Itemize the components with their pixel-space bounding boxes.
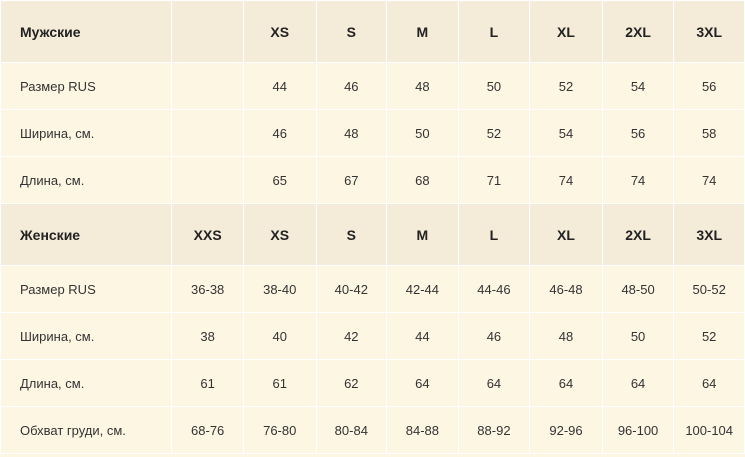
row-label: Обхват груди, см. (0, 406, 173, 454)
women-title: Женские (0, 203, 173, 266)
table-cell (171, 109, 244, 157)
table-cell: 58 (673, 109, 745, 157)
table-row: Длина, см. 61 61 62 64 64 64 64 64 (0, 359, 745, 407)
table-cell (171, 62, 244, 110)
row-label: Длина, см. (0, 359, 173, 407)
size-header: XL (529, 203, 603, 266)
table-cell: 61 (171, 359, 244, 407)
table-cell: 65 (242, 156, 317, 204)
table-cell: 64 (386, 359, 459, 407)
table-cell: 88-92 (457, 406, 531, 454)
size-header: XL (529, 0, 603, 63)
table-cell: 68 (386, 156, 459, 204)
table-cell: 80-84 (315, 406, 388, 454)
table-cell: 46 (315, 62, 388, 110)
table-cell: 40-42 (315, 265, 388, 313)
table-cell: 76-80 (242, 406, 317, 454)
table-cell: 52 (673, 312, 745, 360)
table-cell: 54 (601, 62, 675, 110)
table-row: Длина, см. 65 67 68 71 74 74 74 (0, 156, 745, 204)
table-cell: 40 (242, 312, 317, 360)
table-cell: 52 (457, 109, 531, 157)
table-row: Ширина, см. 46 48 50 52 54 56 58 (0, 109, 745, 157)
table-cell: 44 (242, 62, 317, 110)
table-cell: 61 (242, 359, 317, 407)
table-cell: 56 (673, 62, 745, 110)
row-label: Размер RUS (0, 265, 173, 313)
table-cell: 64 (529, 359, 603, 407)
size-header: L (457, 0, 531, 63)
table-cell: 67 (315, 156, 388, 204)
size-header: XS (242, 203, 317, 266)
size-header: 3XL (673, 203, 745, 266)
table-cell: 48 (315, 109, 388, 157)
table-cell: 44-46 (457, 265, 531, 313)
table-row: Размер RUS 36-38 38-40 40-42 42-44 44-46… (0, 265, 745, 313)
table-cell: 46 (242, 109, 317, 157)
size-header: M (386, 203, 459, 266)
table-cell: 36-38 (171, 265, 244, 313)
size-header: XS (242, 0, 317, 63)
table-cell: 84-88 (386, 406, 459, 454)
table-cell: 68-76 (171, 406, 244, 454)
table-cell: 46-48 (529, 265, 603, 313)
table-cell: 64 (673, 359, 745, 407)
size-header (171, 0, 244, 63)
table-row: Ширина, см. 38 40 42 44 46 48 50 52 (0, 312, 745, 360)
table-cell: 71 (457, 156, 531, 204)
size-header: 2XL (601, 203, 675, 266)
size-header: XXS (171, 203, 244, 266)
table-cell: 48-50 (601, 265, 675, 313)
table-cell: 64 (601, 359, 675, 407)
table-cell: 96-100 (601, 406, 675, 454)
table-cell (171, 156, 244, 204)
size-header: 2XL (601, 0, 675, 63)
row-label: Размер RUS (0, 62, 173, 110)
table-row: Размер RUS 44 46 48 50 52 54 56 (0, 62, 745, 110)
table-cell: 74 (529, 156, 603, 204)
size-header: M (386, 0, 459, 63)
row-label: Длина, см. (0, 156, 173, 204)
men-section: Мужские XS S M L XL 2XL 3XL Размер RUS 4… (0, 0, 745, 204)
table-cell: 42-44 (386, 265, 459, 313)
size-header: S (315, 0, 388, 63)
row-label: Ширина, см. (0, 109, 173, 157)
table-cell: 54 (529, 109, 603, 157)
table-cell: 50 (601, 312, 675, 360)
table-cell: 74 (601, 156, 675, 204)
size-header: L (457, 203, 531, 266)
table-cell: 42 (315, 312, 388, 360)
table-cell: 52 (529, 62, 603, 110)
table-cell: 74 (673, 156, 745, 204)
table-cell: 92-96 (529, 406, 603, 454)
table-cell: 50 (457, 62, 531, 110)
table-cell: 38 (171, 312, 244, 360)
table-cell: 64 (457, 359, 531, 407)
table-cell: 44 (386, 312, 459, 360)
table-cell: 48 (529, 312, 603, 360)
women-section: Женские XXS XS S M L XL 2XL 3XL Размер R… (0, 203, 745, 454)
size-header: S (315, 203, 388, 266)
table-cell: 46 (457, 312, 531, 360)
men-header-row: Мужские XS S M L XL 2XL 3XL (0, 0, 745, 63)
table-cell: 38-40 (242, 265, 317, 313)
table-cell: 48 (386, 62, 459, 110)
table-cell: 100-104 (673, 406, 745, 454)
table-cell: 50-52 (673, 265, 745, 313)
row-label: Ширина, см. (0, 312, 173, 360)
table-cell: 50 (386, 109, 459, 157)
table-cell: 62 (315, 359, 388, 407)
men-title: Мужские (0, 0, 173, 63)
table-cell: 56 (601, 109, 675, 157)
women-header-row: Женские XXS XS S M L XL 2XL 3XL (0, 203, 745, 266)
size-header: 3XL (673, 0, 745, 63)
table-row: Обхват груди, см. 68-76 76-80 80-84 84-8… (0, 406, 745, 454)
